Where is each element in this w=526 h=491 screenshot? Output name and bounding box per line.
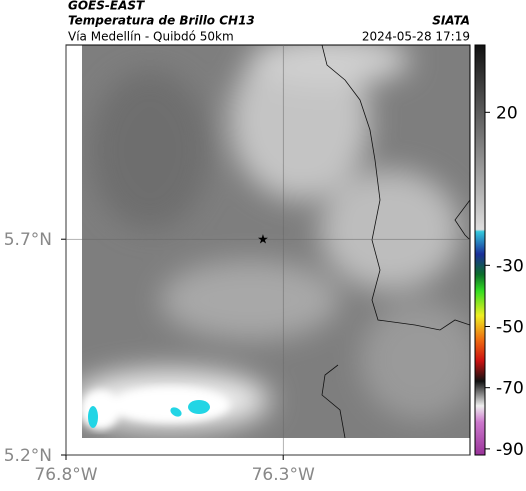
region: Vía Medellín - Quibdó 50km bbox=[68, 30, 234, 44]
star-marker: ★ bbox=[257, 233, 269, 248]
lat-label: 5.7°N bbox=[4, 230, 52, 250]
colorbar-label: -50 bbox=[496, 317, 524, 337]
colorbar-label: -30 bbox=[496, 256, 524, 276]
imagery bbox=[82, 45, 470, 438]
source: GOES-EAST bbox=[68, 0, 145, 13]
colorbar-label: -90 bbox=[496, 440, 524, 460]
lat-label: 5.2°N bbox=[4, 446, 52, 466]
product: Temperatura de Brillo CH13 bbox=[68, 14, 255, 28]
colorbar-label: -70 bbox=[496, 379, 524, 399]
timestamp: 2024-05-28 17:19 bbox=[362, 30, 470, 44]
colorbar bbox=[474, 44, 486, 456]
colorbar-label: 20 bbox=[496, 103, 518, 123]
org: SIATA bbox=[432, 14, 470, 28]
lon-label: 76.3°W bbox=[252, 465, 315, 485]
lon-label: 76.8°W bbox=[34, 465, 97, 485]
axes: 5.7°N 5.2°N76.8°W 76.3°W 20 -30 -50 -70 -90 bbox=[4, 45, 524, 485]
